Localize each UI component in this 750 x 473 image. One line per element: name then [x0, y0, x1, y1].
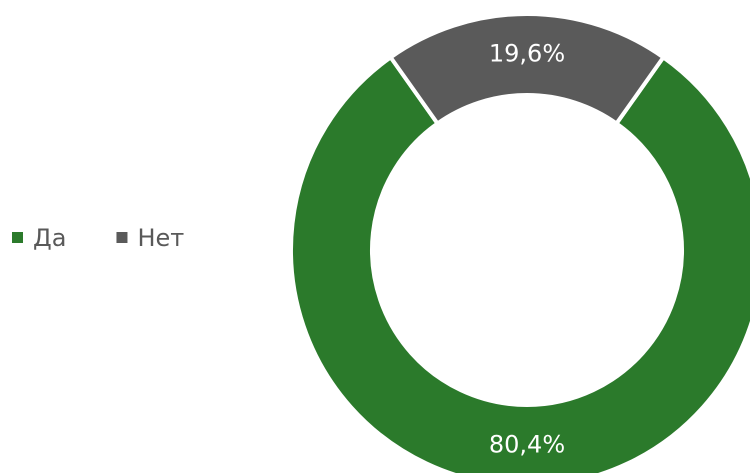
legend-label: Да: [33, 224, 66, 252]
legend-swatch: [12, 232, 23, 243]
data-label: 80,4%: [489, 431, 565, 459]
data-label: 19,6%: [489, 40, 565, 68]
donut-slice: [387, 12, 667, 127]
legend-label: Нет: [137, 224, 184, 252]
donut-slice: [289, 54, 750, 473]
legend-swatch: [116, 232, 128, 243]
